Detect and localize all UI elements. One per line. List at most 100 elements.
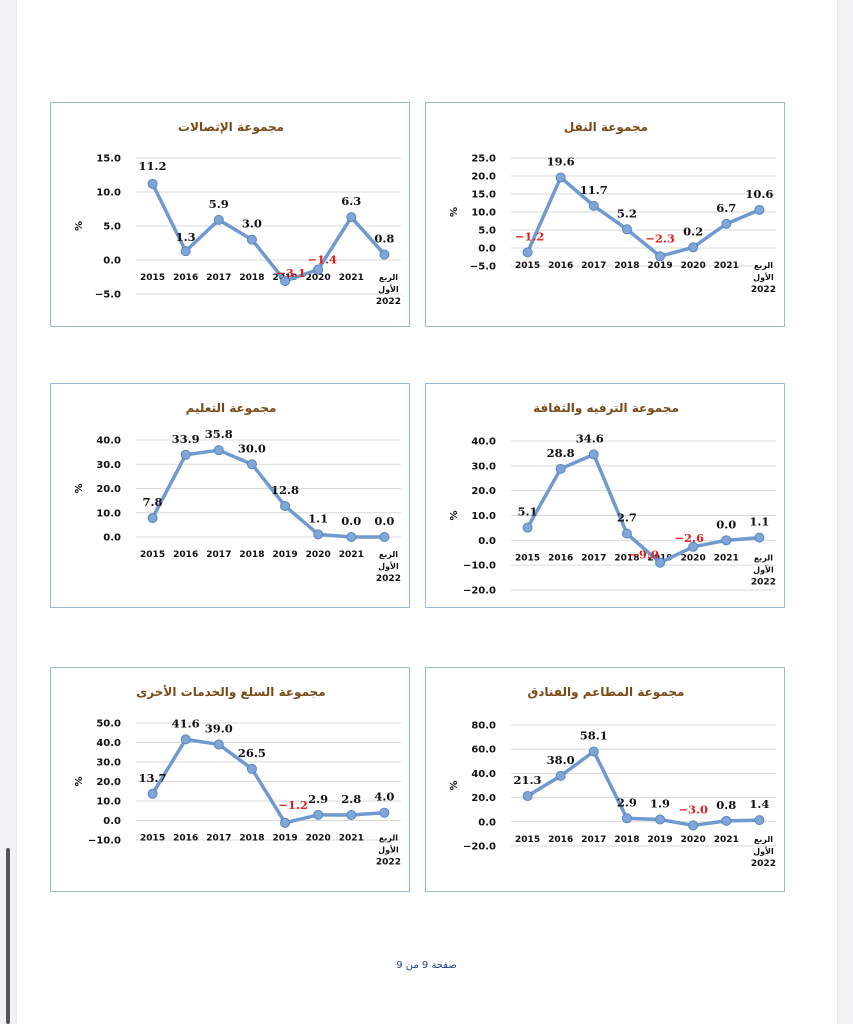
y-axis-label: % [74, 221, 85, 231]
x-tick-label: 2021 [339, 834, 364, 844]
x-tick-label: 2015 [140, 550, 165, 560]
data-label: 4.0 [374, 790, 394, 804]
data-point [655, 814, 666, 825]
data-label: 6.7 [716, 201, 736, 215]
y-tick-label: 0.0 [103, 533, 121, 544]
y-tick-label: 0.0 [478, 536, 496, 547]
x-tick-label: 2018 [614, 553, 639, 563]
data-label: 1.9 [650, 797, 670, 811]
data-label: 2.7 [617, 511, 637, 525]
x-tick-label: 2016 [548, 835, 573, 845]
y-tick-label: 15.0 [96, 154, 121, 165]
y-axis-label: % [449, 780, 460, 790]
y-tick-label: 5.0 [103, 222, 121, 233]
data-point [246, 459, 257, 470]
data-point [522, 522, 533, 533]
y-tick-label: 40.0 [96, 436, 121, 447]
data-label: −1.2 [515, 229, 545, 243]
data-point [280, 276, 291, 287]
x-tick-label: 2020 [681, 261, 706, 271]
data-point [313, 264, 324, 275]
data-label: 26.5 [238, 746, 266, 760]
data-point [346, 212, 357, 223]
data-point [180, 734, 191, 745]
x-tick-label: 2020 [681, 553, 706, 563]
data-label: 0.2 [683, 224, 703, 238]
y-tick-label: 0.0 [478, 244, 496, 255]
data-label: 1.1 [308, 511, 328, 525]
x-tick-label: 2016 [173, 550, 198, 560]
data-point [655, 251, 666, 262]
data-point [522, 791, 533, 802]
data-label: 2.8 [341, 792, 361, 806]
x-tick-label: 2020 [306, 550, 331, 560]
data-label: 33.9 [172, 432, 200, 446]
data-point [621, 528, 632, 539]
chart-svg: مجموعة المطاعم والفنادق% −20.0 0.0 20.0 40.0… [449, 685, 776, 869]
data-label: 11.7 [580, 183, 608, 197]
chart-title: مجموعة المطاعم والفنادق [528, 685, 685, 700]
data-label: 39.0 [205, 721, 233, 735]
x-tick-label: الربع [379, 273, 398, 282]
x-tick-label: 2019 [648, 261, 673, 271]
data-label: 7.8 [143, 495, 163, 509]
y-tick-label: −5.0 [470, 262, 496, 273]
y-tick-label: 0.0 [103, 256, 121, 267]
data-label: 5.9 [209, 197, 229, 211]
data-label: 3.0 [242, 217, 262, 231]
chart-title: مجموعة النقل [564, 120, 648, 135]
y-tick-label: 15.0 [471, 190, 496, 201]
data-point [246, 234, 257, 245]
data-point [147, 178, 158, 189]
data-label: 5.1 [518, 505, 538, 519]
y-tick-label: −20.0 [463, 842, 496, 853]
x-tick-label: 2022 [376, 858, 401, 868]
chart-panel-education: مجموعة التعليم% 0.0 10.0 20.0 30.0 40.0 2015 20… [50, 383, 410, 608]
data-point [379, 807, 390, 818]
data-point [180, 246, 191, 257]
x-tick-label: الأول [753, 846, 774, 856]
data-label: 5.2 [617, 206, 637, 220]
chart-svg: مجموعة التعليم% 0.0 10.0 20.0 30.0 40.0 2015 20… [74, 401, 401, 584]
y-tick-label: 10.0 [96, 797, 121, 808]
data-label: 10.6 [745, 187, 773, 201]
y-tick-label: 10.0 [96, 508, 121, 519]
y-tick-label: −20.0 [463, 586, 496, 597]
data-point [522, 247, 533, 258]
x-tick-label: الربع [379, 550, 398, 559]
x-tick-label: 2016 [173, 834, 198, 844]
data-point [621, 224, 632, 235]
y-axis-label: % [74, 776, 85, 786]
data-label: 1.1 [749, 515, 769, 529]
data-point [313, 809, 324, 820]
data-point [213, 739, 224, 750]
chart-panel-communications: مجموعة الإتصالات% −5.0 0.0 5.0 10.0 15.0 2015 2… [50, 102, 410, 327]
x-tick-label: 2015 [140, 834, 165, 844]
y-tick-label: 0.0 [478, 817, 496, 828]
x-tick-label: 2022 [751, 577, 776, 587]
y-tick-label: 10.0 [471, 208, 496, 219]
x-tick-label: 2015 [515, 261, 540, 271]
data-label: 11.2 [139, 159, 167, 173]
y-tick-label: 10.0 [96, 188, 121, 199]
chart-svg: مجموعة السلع والخدمات الأخرى% −10.0 0.0 10.… [74, 684, 401, 868]
data-label: 41.6 [172, 716, 200, 730]
chart-svg: مجموعة الترفيه والثقافة% −20.0 −10.0 0.0 10.… [449, 401, 776, 597]
data-label: 2.9 [308, 792, 328, 806]
series-line [526, 749, 760, 828]
data-label: 0.0 [341, 514, 361, 528]
data-point [379, 249, 390, 260]
data-label: 2.9 [617, 795, 637, 809]
data-point [721, 535, 732, 546]
data-label: 30.0 [238, 441, 266, 455]
x-tick-label: 2018 [239, 550, 264, 560]
x-tick-label: 2021 [339, 273, 364, 283]
y-tick-label: −10.0 [463, 561, 496, 572]
chart-svg: مجموعة الإتصالات% −5.0 0.0 5.0 10.0 15.0 2015 2… [74, 120, 401, 307]
data-label: 12.8 [271, 483, 299, 497]
vertical-scrollbar[interactable] [6, 848, 10, 1024]
x-tick-label: 2020 [306, 834, 331, 844]
x-tick-label: 2022 [376, 574, 401, 584]
x-tick-label: 2017 [581, 261, 606, 271]
x-tick-label: 2017 [206, 834, 231, 844]
